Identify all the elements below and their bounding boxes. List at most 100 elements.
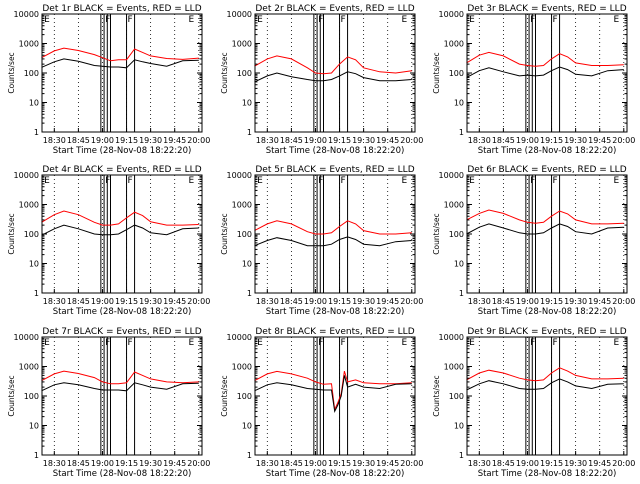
panel-title: Det 1r BLACK = Events, RED = LLD [42,4,201,14]
plot-frame [41,336,203,456]
y-tick-label: 1 [247,289,252,298]
marker-label: E [614,176,620,186]
x-tick-label: 20:00 [612,459,635,468]
x-tick-label: 18:30 [468,136,491,145]
x-tick-label: 19:00 [516,459,539,468]
y-tick-label: 10 [454,422,464,431]
y-tick-label: 1000 [232,363,252,372]
marker-label: F [553,15,558,25]
y-tick-label: 1 [34,128,39,137]
x-tick-label: 19:15 [540,297,563,306]
y-tick-label: 100 [237,392,252,401]
marker-label: E [257,15,263,25]
y-axis-label: Counts/sec [7,213,16,254]
plot-frame [466,174,628,294]
marker-label: E [257,176,263,186]
x-tick-label: 20:00 [400,136,423,145]
x-tick-label: 18:30 [43,297,66,306]
x-tick-label: 20:00 [187,459,210,468]
marker-label: F [105,338,110,348]
x-tick-label: 19:45 [376,297,399,306]
x-tick-label: 19:00 [91,297,114,306]
plot-frame [41,13,203,133]
y-tick-label: 1000 [19,201,39,210]
marker-label: F [318,15,323,25]
panel-title: Det 4r BLACK = Events, RED = LLD [42,165,201,175]
marker-label: F [128,176,133,186]
marker-label: F [105,15,110,25]
y-tick-label: 10000 [14,333,39,342]
y-axis-label: Counts/sec [432,213,441,254]
marker-label: E [189,15,195,25]
y-tick-label: 100 [449,230,464,239]
x-tick-label: 18:30 [256,297,279,306]
x-tick-label: 19:15 [115,459,138,468]
y-tick-label: 10000 [439,333,464,342]
y-tick-label: 100 [237,230,252,239]
x-tick-label: 19:45 [163,297,186,306]
x-tick-label: 18:30 [468,459,491,468]
marker-label: E [614,338,620,348]
lld-series-line [254,370,412,412]
x-tick-label: 20:00 [400,459,423,468]
panel-title: Det 3r BLACK = Events, RED = LLD [467,4,626,14]
events-series-line [466,378,624,391]
lld-series-line [254,55,412,75]
y-tick-label: 10 [454,99,464,108]
x-tick-label: 19:30 [352,136,375,145]
x-axis-label: Start Time (28-Nov-08 18:22:20) [266,146,405,156]
plot-frame [254,336,416,456]
y-tick-label: 1000 [232,40,252,49]
plot-frame [41,174,203,294]
x-tick-label: 19:00 [91,136,114,145]
marker-label: E [189,176,195,186]
y-axis-label: Counts/sec [432,52,441,93]
x-tick-label: 18:45 [67,459,90,468]
marker-label: F [341,176,346,186]
x-tick-label: 19:30 [352,297,375,306]
marker-label: F [128,338,133,348]
y-tick-label: 10 [454,260,464,269]
marker-label: F [128,15,133,25]
y-axis-label: Counts/sec [220,213,229,254]
y-tick-label: 1000 [19,363,39,372]
marker-label: E [614,15,620,25]
y-axis-label: Counts/sec [432,375,441,416]
panel-title: Det 7r BLACK = Events, RED = LLD [42,327,201,337]
marker-label: E [469,15,475,25]
x-tick-label: 19:00 [304,459,327,468]
y-tick-label: 10000 [14,171,39,180]
y-tick-label: 100 [449,392,464,401]
y-tick-label: 10 [242,422,252,431]
marker-label: F [318,338,323,348]
y-tick-label: 1 [459,289,464,298]
x-tick-label: 19:45 [163,136,186,145]
x-tick-label: 18:30 [256,459,279,468]
y-tick-label: 10 [242,260,252,269]
y-tick-label: 10000 [439,171,464,180]
marker-label: F [530,338,535,348]
marker-label: E [44,176,50,186]
x-axis-label: Start Time (28-Nov-08 18:22:20) [266,307,405,317]
lld-series-line [466,51,624,67]
events-series-line [254,236,412,247]
marker-label: E [469,176,475,186]
marker-label: E [402,338,408,348]
y-axis-label: Counts/sec [7,52,16,93]
x-axis-label: Start Time (28-Nov-08 18:22:20) [478,146,617,156]
marker-label: E [257,338,263,348]
panel-title: Det 8r BLACK = Events, RED = LLD [255,327,414,337]
x-tick-label: 20:00 [612,297,635,306]
marker-label: F [553,338,558,348]
x-axis-label: Start Time (28-Nov-08 18:22:20) [53,307,192,317]
y-tick-label: 10000 [14,10,39,19]
x-tick-label: 19:15 [540,459,563,468]
events-series-line [41,58,199,69]
y-tick-label: 100 [237,69,252,78]
